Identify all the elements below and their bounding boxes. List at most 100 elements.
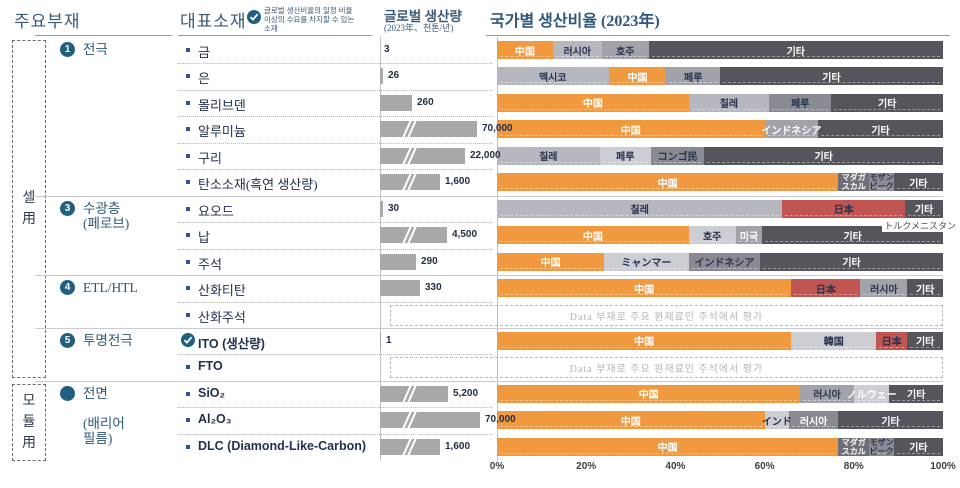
segment-label: モザン ビーク (869, 173, 894, 192)
production-value: 4,500 (452, 229, 478, 241)
table-row: FTO Data 부재로 주요 원재료인 주석에서 평가 (0, 354, 960, 380)
production-value: 30 (388, 202, 400, 214)
bar-segment: 페루 (666, 67, 720, 86)
bar-segment: ミャンマー (604, 252, 689, 271)
group-number-badge: 3 (60, 200, 75, 216)
bar-segment: 中国 (497, 226, 689, 245)
segment-label: 호주 (616, 46, 635, 58)
production-bar (380, 68, 383, 85)
material-name: 몰리브덴 (198, 97, 246, 113)
segment-label: 기타 (842, 258, 861, 270)
bar-segment: 中国 (497, 120, 765, 139)
bar-segment: 기타 (893, 437, 943, 456)
segment-label: 기타 (915, 284, 935, 296)
bar-segment: 기타 (838, 411, 943, 430)
country-bar: 中国 マダガ スカル モザン ビーク 기타 (497, 173, 943, 192)
segment-label: 미국 (739, 231, 759, 243)
axis-tick-label: 100% (930, 461, 956, 472)
segment-label: 기타 (878, 99, 897, 111)
segment-label: 페루 (684, 72, 703, 84)
country-bar: 中国 インド 러시아 기타 (497, 411, 943, 430)
country-bar: 中国 韓国 日本 기타 (497, 331, 943, 350)
header-materials-note: 글로벌 생산비율의 일정 비율 이상의 수요를 차지할 수 있는 소재 (264, 6, 355, 33)
row-separator (178, 63, 492, 65)
segment-label: 기타 (822, 72, 841, 84)
material-name: 은 (198, 71, 210, 87)
material-name: 산화주석 (198, 309, 246, 325)
bar-segment: 러시아 (860, 279, 908, 298)
table-row: 몰리브덴 260 中国 칠레 페루 기타 (0, 90, 960, 116)
segment-label: 페루 (791, 99, 810, 111)
bar-segment: 日本 (791, 279, 861, 298)
turkmenistan-annotation: トルクメニスタン (882, 219, 958, 232)
bar-segment: 中国 (497, 252, 605, 271)
country-bar: 中国 マダガ スカル モザン ビーク 기타 (497, 437, 943, 456)
row-separator (178, 222, 492, 224)
segment-label: 中国 (638, 390, 659, 402)
production-bar (380, 94, 412, 111)
segment-label: 기타 (786, 46, 805, 58)
bar-segment: 페루 (769, 93, 832, 112)
bar-segment: 中国 (497, 331, 792, 350)
bar-segment: 페루 (599, 146, 651, 165)
segment-label: ノルウェー (846, 390, 897, 402)
table-row: SiO₂ 5,200 中国 러시아 ノルウェー 기타 (0, 381, 960, 407)
material-name: 산화티탄 (198, 283, 246, 299)
country-bar: 칠레 페루 コンゴ民 기타 (497, 146, 943, 165)
segment-label: 러시아 (799, 416, 828, 428)
segment-label: マダガ スカル (841, 437, 866, 456)
segment-label: 日本 (815, 284, 836, 296)
bar-segment: インド (762, 411, 792, 430)
segment-label: 페루 (616, 152, 635, 164)
segment-label: インドネシア (694, 258, 755, 270)
axis-tick-label: 0% (489, 461, 505, 472)
production-value: 1,600 (445, 440, 471, 452)
production-bar (380, 382, 448, 406)
production-bar (380, 117, 477, 141)
bar-segment: 러시아 (800, 384, 854, 403)
axis-tick-label: 40% (665, 461, 686, 472)
production-value: 290 (421, 255, 438, 267)
segment-label: 러시아 (563, 46, 592, 58)
bar-segment: マダガ スカル (838, 173, 870, 192)
production-value: 3 (384, 44, 390, 55)
axis-tick-label: 80% (843, 461, 864, 472)
table-row: 산화주석 Data 부재로 주요 원재료인 주석에서 평가 (0, 302, 960, 328)
bar-segment: インドネシア (761, 120, 821, 139)
production-value: 70,000 (482, 123, 513, 135)
country-bar: 칠레 日本 기타 (497, 199, 943, 218)
table-row: 산화티탄 330 中国 日本 러시아 기타 (0, 275, 960, 301)
row-separator (178, 142, 492, 144)
table-row: DLC (Diamond-Like-Carbon) 1,600 中国 マダガ スカルモ… (0, 434, 960, 460)
segment-label: コンゴ民 (657, 152, 698, 164)
segment-label: 기타 (915, 337, 935, 349)
bar-segment: 기타 (760, 252, 943, 271)
production-bar (380, 144, 465, 168)
row-separator (178, 407, 492, 409)
country-bar: 中国 インドネシア 기타 (497, 120, 943, 139)
bar-segment: マダガ スカル (838, 437, 870, 456)
group-label: 전면 (배리어 필름) (83, 385, 125, 446)
segment-label: 기타 (909, 443, 928, 455)
bar-segment: 러시아 (789, 411, 839, 430)
bar-segment: 日本 (876, 331, 908, 350)
segment-label: 中国 (620, 125, 641, 137)
bar-segment: 칠레 (688, 93, 770, 112)
segment-label: 기타 (871, 125, 890, 137)
bar-segment: 기타 (889, 384, 943, 403)
bar-segment: 호주 (688, 226, 736, 245)
production-bar (380, 408, 480, 432)
production-bar (380, 435, 440, 459)
segment-label: 中国 (620, 416, 641, 428)
production-bar (380, 170, 440, 194)
group-label: 전극 (83, 42, 108, 57)
segment-label: 칠레 (719, 99, 739, 111)
group-label: ETL/HTL (83, 280, 138, 296)
segment-label: 中国 (634, 337, 655, 349)
material-name: DLC (Diamond-Like-Carbon) (198, 438, 367, 453)
side-label-char: 셀 (22, 191, 36, 206)
bar-segment: 칠레 (497, 146, 600, 165)
segment-label: 러시아 (870, 284, 898, 296)
